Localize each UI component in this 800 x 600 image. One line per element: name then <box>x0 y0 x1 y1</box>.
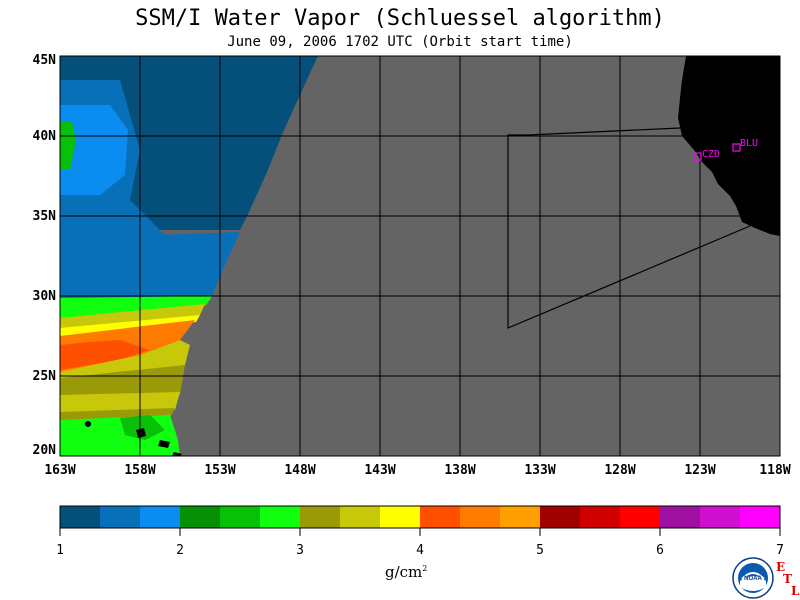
colorbar-tick-4: 4 <box>416 543 424 558</box>
station-blu-label: BLU <box>740 138 758 149</box>
map-subtitle: June 09, 2006 1702 UTC (Orbit start time… <box>227 34 573 50</box>
etl-letter-l: L <box>791 584 800 598</box>
station-czd-label: CZD <box>702 149 720 160</box>
lon-label-128w: 128W <box>604 463 636 478</box>
lat-label-30n: 30N <box>32 289 56 304</box>
lon-label-163w: 163W <box>44 463 76 478</box>
colorbar-unit: g/cm2 <box>385 563 428 581</box>
lon-label-143w: 143W <box>364 463 396 478</box>
station-czd-marker <box>693 152 702 161</box>
noaa-logo: NOAA <box>732 557 774 599</box>
trajectory-outline <box>507 127 751 329</box>
colorbar-tick-5: 5 <box>536 543 544 558</box>
map-title: SSM/I Water Vapor (Schluessel algorithm) <box>135 6 665 31</box>
etl-letter-e: E <box>776 560 786 574</box>
lon-label-153w: 153W <box>204 463 236 478</box>
lon-label-118w: 118W <box>759 463 791 478</box>
lat-label-35n: 35N <box>32 209 56 224</box>
colorbar-tick-7: 7 <box>776 543 784 558</box>
lon-label-138w: 138W <box>444 463 476 478</box>
station-blu-marker <box>732 143 741 152</box>
colorbar-tick-1: 1 <box>56 543 64 558</box>
lon-label-158w: 158W <box>124 463 156 478</box>
lon-label-148w: 148W <box>284 463 316 478</box>
lat-label-45n: 45N <box>32 53 56 68</box>
noaa-logo-text: NOAA <box>744 576 762 582</box>
lat-label-40n: 40N <box>32 129 56 144</box>
etl-letter-t: T <box>783 572 792 586</box>
colorbar-tick-6: 6 <box>656 543 664 558</box>
lon-label-133w: 133W <box>524 463 556 478</box>
lat-label-20n: 20N <box>32 443 56 458</box>
lon-label-123w: 123W <box>684 463 716 478</box>
colorbar-tick-3: 3 <box>296 543 304 558</box>
lat-label-25n: 25N <box>32 369 56 384</box>
colorbar-tick-2: 2 <box>176 543 184 558</box>
station-markers: CZD BLU <box>693 138 758 161</box>
